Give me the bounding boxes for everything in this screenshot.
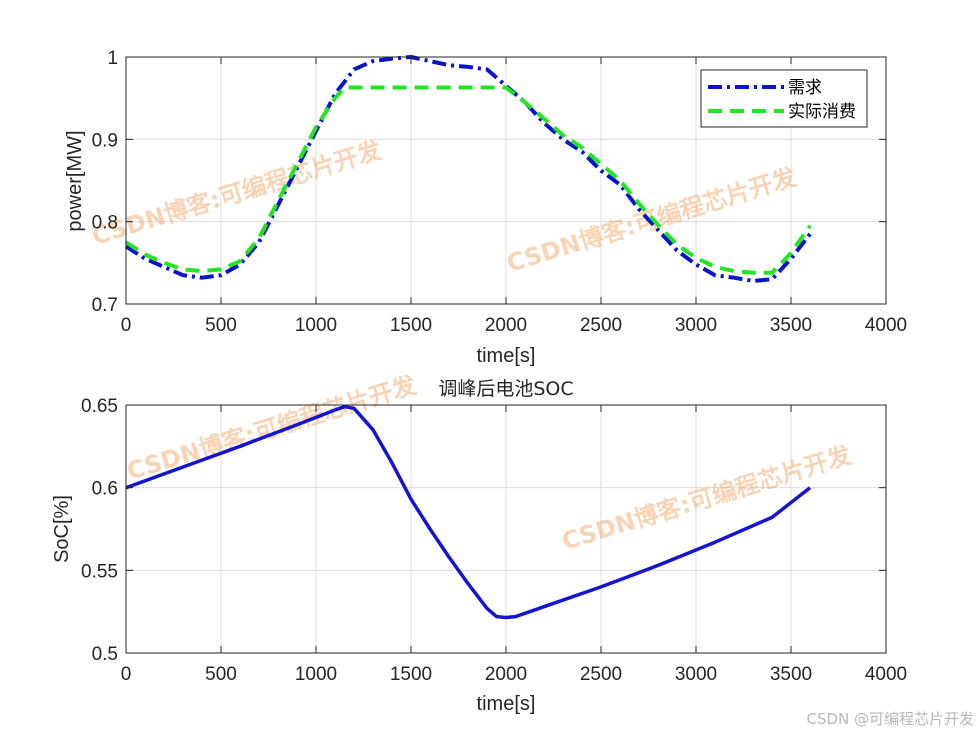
soc-ticks: 0 500 1000 1500 2000 2500 3000 3500 4000 0.5 0.55 0…: [81, 396, 907, 685]
power-y-tick-label: 0.9: [92, 130, 118, 151]
power-ticks: 0 500 1000 1500 2000 2500 3000 3500 4000 0.7 0.8 0.…: [92, 48, 908, 336]
soc-x-label: time[s]: [477, 693, 536, 715]
power-y-tick-label: 0.7: [92, 295, 118, 316]
watermark: CSDN博客:可编程芯片开发: [124, 371, 420, 486]
footer-credit: CSDN @可编程芯片开发: [806, 710, 974, 728]
soc-x-tick-label: 0: [121, 664, 132, 685]
soc-y-label: SoC[%]: [51, 495, 73, 563]
power-watermarks: CSDN博客:可编程芯片开发 CSDN博客:可编程芯片开发: [89, 136, 800, 278]
power-y-tick-label: 1: [107, 48, 118, 69]
power-x-tick-label: 0: [121, 315, 132, 336]
legend-label-demand: 需求: [788, 78, 822, 98]
power-x-tick-label: 2000: [485, 315, 527, 336]
soc-x-tick-label: 3500: [770, 664, 812, 685]
soc-x-tick-label: 500: [205, 664, 237, 685]
power-x-tick-label: 1500: [390, 315, 432, 336]
soc-series-line-0: [125, 404, 812, 620]
watermark: CSDN博客:可编程芯片开发: [559, 441, 855, 556]
legend: 需求 实际消费: [700, 69, 868, 128]
soc-axes: 调峰后电池SOC CSDN博客:可编程芯片开发 CSDN博客:可编程芯片开发 0…: [51, 371, 907, 715]
watermark: CSDN博客:可编程芯片开发: [89, 136, 385, 251]
soc-x-tick-label: 2500: [580, 664, 622, 685]
soc-x-tick-label: 3000: [675, 664, 717, 685]
power-x-tick-label: 2500: [580, 315, 622, 336]
power-x-tick-label: 3500: [770, 315, 812, 336]
soc-x-tick-label: 4000: [865, 664, 907, 685]
power-y-tick-label: 0.8: [92, 213, 118, 234]
legend-label-actual: 实际消费: [788, 102, 856, 122]
soc-y-tick-label: 0.6: [92, 479, 118, 500]
power-axes: CSDN博客:可编程芯片开发 CSDN博客:可编程芯片开发 0 500 1000 15…: [64, 48, 907, 367]
power-y-label: power[MW]: [64, 130, 86, 231]
soc-series: [125, 404, 812, 620]
soc-y-tick-label: 0.5: [92, 644, 118, 665]
soc-x-tick-label: 1000: [295, 664, 337, 685]
power-x-tick-label: 4000: [865, 315, 907, 336]
soc-y-tick-label: 0.65: [81, 396, 118, 417]
power-x-tick-label: 500: [205, 315, 237, 336]
soc-y-tick-label: 0.55: [81, 561, 118, 582]
power-series-line-0: [124, 55, 812, 283]
power-x-label: time[s]: [477, 345, 536, 367]
power-x-tick-label: 1000: [295, 315, 337, 336]
power-series-line-1: [124, 85, 812, 275]
power-x-tick-label: 3000: [675, 315, 717, 336]
soc-x-tick-label: 2000: [485, 664, 527, 685]
power-series: [124, 55, 812, 283]
soc-x-tick-label: 1500: [390, 664, 432, 685]
legend-box: [700, 69, 868, 128]
soc-title: 调峰后电池SOC: [438, 378, 573, 400]
